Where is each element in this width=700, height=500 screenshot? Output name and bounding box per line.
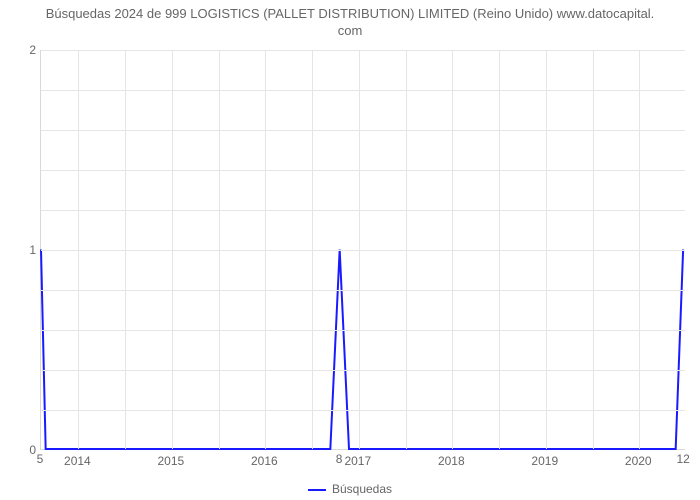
gridline-v <box>452 50 453 449</box>
gridline-h <box>41 290 685 291</box>
ytick-label: 2 <box>6 43 36 57</box>
gridline-h <box>41 330 685 331</box>
legend: Búsquedas <box>0 482 700 496</box>
gridline-h <box>41 170 685 171</box>
gridline-h <box>41 90 685 91</box>
gridline-h <box>41 370 685 371</box>
data-point-label: 12 <box>676 452 689 466</box>
gridline-h <box>41 130 685 131</box>
gridline-v <box>359 50 360 449</box>
ytick-label: 1 <box>6 243 36 257</box>
ytick-label: 0 <box>6 443 36 457</box>
chart-title-line1: Búsquedas 2024 de 999 LOGISTICS (PALLET … <box>46 6 655 21</box>
xtick-label: 2018 <box>438 454 465 468</box>
gridline-v <box>499 50 500 449</box>
gridline-v <box>546 50 547 449</box>
gridline-v <box>219 50 220 449</box>
chart-title: Búsquedas 2024 de 999 LOGISTICS (PALLET … <box>0 6 700 40</box>
gridline-h <box>41 210 685 211</box>
gridline-v <box>78 50 79 449</box>
gridline-v <box>639 50 640 449</box>
gridline-v <box>265 50 266 449</box>
gridline-h <box>41 250 685 251</box>
data-point-label: 8 <box>336 452 343 466</box>
xtick-label: 2016 <box>251 454 278 468</box>
legend-label: Búsquedas <box>332 482 392 496</box>
xtick-label: 2014 <box>64 454 91 468</box>
xtick-label: 2019 <box>531 454 558 468</box>
legend-swatch <box>308 489 326 491</box>
series-polyline <box>41 250 683 450</box>
xtick-label: 2015 <box>158 454 185 468</box>
gridline-v <box>593 50 594 449</box>
gridline-h <box>41 410 685 411</box>
gridline-v <box>406 50 407 449</box>
gridline-v <box>125 50 126 449</box>
gridline-h <box>41 50 685 51</box>
gridline-v <box>312 50 313 449</box>
chart-container: Búsquedas 2024 de 999 LOGISTICS (PALLET … <box>0 0 700 500</box>
plot-area <box>40 50 685 450</box>
xtick-label: 2020 <box>625 454 652 468</box>
data-point-label: 5 <box>37 452 44 466</box>
chart-title-line2: com <box>338 23 363 38</box>
gridline-v <box>172 50 173 449</box>
xtick-label: 2017 <box>344 454 371 468</box>
